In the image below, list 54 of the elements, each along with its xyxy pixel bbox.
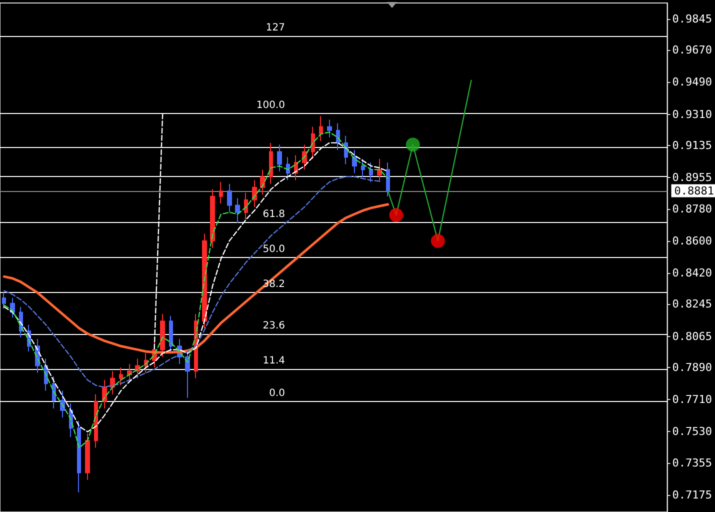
candlestick [352,149,357,174]
y-tick-label: 0.9845 [672,12,712,26]
candlestick [244,192,248,220]
candlestick [311,126,315,160]
candlestick [319,116,323,142]
candlestick [119,367,123,386]
annotation: 50.0 [262,244,285,255]
candlestick [94,394,98,448]
candlestick [286,156,290,181]
candlestick [2,292,6,310]
annotation: 127 [266,22,285,34]
candlestick [235,198,240,224]
candlestick [169,315,173,354]
annotation: 61.8 [262,209,285,220]
candlestick [336,122,340,150]
y-tick-label: 0.8780 [672,202,712,216]
candlestick [77,420,81,493]
y-tick-label: 0.7890 [672,361,712,374]
y-tick-label: 0.8245 [672,298,712,311]
y-tick-label: 0.9310 [672,108,712,121]
annotation: 0.0 [269,388,285,400]
y-tick-label: 0.9670 [672,44,712,57]
candlestick [85,433,90,480]
point [406,138,420,152]
y-tick-label: 0.7175 [672,488,712,502]
y-tick-label: 0.9135 [672,139,712,152]
candlestick [160,314,165,358]
candlestick [219,182,223,204]
ref-line-label: 0.8881 [674,184,714,198]
candlestick [369,162,373,183]
candlestick [386,162,390,197]
point [430,234,445,248]
y-tick-label: 0.8420 [672,266,712,280]
line-series [2,203,390,354]
candlestick [227,183,232,213]
y-tick-label: 0.7710 [672,393,712,406]
candlestick [202,233,207,329]
candlestick [327,119,332,138]
annotation: 23.6 [262,320,285,332]
y-tick-label: 0.8065 [672,330,712,343]
candlestick [361,158,365,178]
annotation: 11.4 [262,355,285,366]
y-tick-label: 0.7355 [672,456,712,470]
y-tick-label: 0.8955 [672,171,712,184]
candlestick [377,158,382,183]
annotation: 100.0 [256,100,285,111]
candlestick [210,188,215,249]
y-tick-label: 0.9490 [672,76,712,89]
candlestick [269,142,273,184]
y-tick-label: 0.8600 [672,234,712,248]
y-tick-label: 0.7530 [672,425,712,438]
candlestick [277,144,282,172]
point [389,208,404,222]
line-series [4,176,380,388]
